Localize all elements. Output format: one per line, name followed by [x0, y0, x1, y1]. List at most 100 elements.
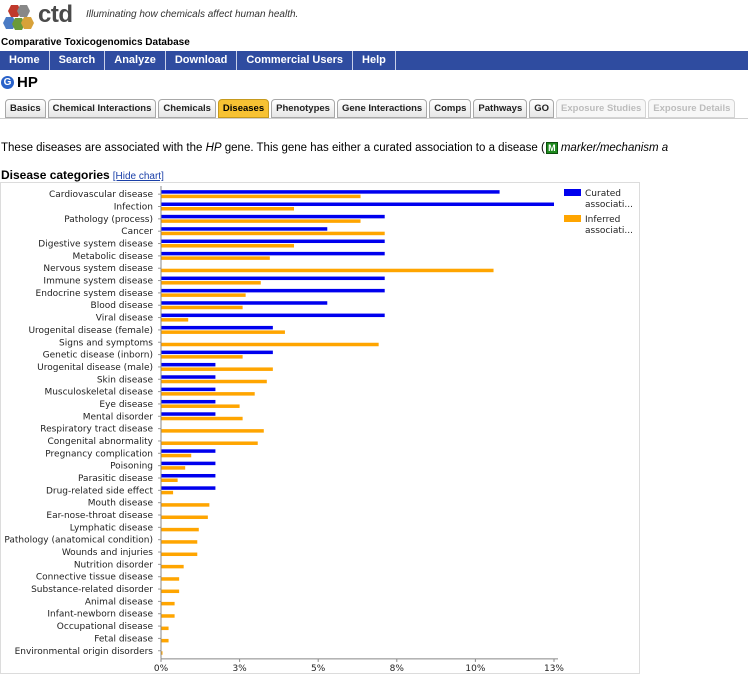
- bar-curated: [161, 387, 216, 392]
- category-label: Occupational disease: [57, 622, 154, 632]
- category-label: Lymphatic disease: [70, 523, 154, 533]
- category-label: Pregnancy complication: [45, 449, 153, 459]
- bar-curated: [161, 313, 385, 318]
- gene-icon: G: [1, 75, 14, 89]
- bar-inferred: [161, 577, 180, 581]
- hide-chart-link[interactable]: [Hide chart]: [112, 171, 164, 182]
- category-label: Genetic disease (inborn): [43, 351, 153, 361]
- tab-exposure-studies: Exposure Studies: [556, 99, 647, 118]
- bar-inferred: [161, 268, 494, 273]
- category-label: Metabolic disease: [72, 252, 153, 262]
- bar-inferred: [161, 379, 267, 384]
- category-label: Connective tissue disease: [36, 573, 154, 583]
- disease-categories-heading: Disease categories: [1, 168, 110, 182]
- category-label: Substance-related disorder: [31, 585, 153, 595]
- nav-home[interactable]: Home: [0, 51, 50, 70]
- category-label: Nutrition disorder: [74, 560, 153, 570]
- nav-commercial-users[interactable]: Commercial Users: [237, 51, 354, 70]
- bar-inferred: [161, 367, 273, 371]
- bar-inferred: [161, 244, 295, 248]
- tab-basics[interactable]: Basics: [5, 99, 46, 118]
- bar-inferred: [161, 589, 180, 594]
- nav-download[interactable]: Download: [166, 51, 238, 70]
- bar-inferred: [161, 355, 243, 359]
- bar-inferred: [161, 231, 385, 236]
- bar-curated: [161, 461, 216, 466]
- tab-pathways[interactable]: Pathways: [473, 99, 528, 118]
- bar-inferred: [161, 342, 379, 347]
- tab-chemicals[interactable]: Chemicals: [158, 99, 216, 118]
- category-label: Drug-related side effect: [46, 486, 154, 496]
- chart-frame: [0, 182, 640, 674]
- legend-swatch: [564, 189, 581, 196]
- bar-inferred: [161, 466, 186, 470]
- tab-comps[interactable]: Comps: [429, 99, 472, 118]
- logo-text[interactable]: ctd: [38, 1, 73, 28]
- category-label: Wounds and injuries: [62, 548, 153, 558]
- nav-analyze[interactable]: Analyze: [105, 51, 166, 70]
- tab-exposure-details: Exposure Details: [648, 99, 736, 118]
- bar-curated: [161, 350, 273, 355]
- intro-before: These diseases are associated with the: [1, 142, 203, 154]
- legend-label: Inferred: [585, 215, 620, 225]
- bar-curated: [161, 301, 328, 305]
- legend-label: associati...: [585, 200, 633, 210]
- bar-curated: [161, 276, 385, 281]
- bar-curated: [161, 214, 385, 219]
- bar-inferred: [161, 503, 210, 507]
- bar-curated: [161, 375, 216, 379]
- bar-curated: [161, 412, 216, 416]
- category-label: Blood disease: [91, 301, 154, 311]
- bar-curated: [161, 449, 216, 453]
- bar-inferred: [161, 429, 264, 433]
- bar-curated: [161, 399, 216, 404]
- category-label: Nervous system disease: [43, 264, 153, 274]
- x-tick-label: 3%: [232, 664, 247, 674]
- bar-curated: [161, 362, 216, 367]
- bar-inferred: [161, 490, 174, 495]
- category-label: Skin disease: [97, 375, 154, 385]
- category-label: Digestive system disease: [38, 240, 153, 250]
- category-label: Immune system disease: [43, 277, 153, 287]
- bar-curated: [161, 227, 328, 231]
- bar-inferred: [161, 614, 175, 618]
- bar-inferred: [161, 194, 361, 199]
- page-title: G HP: [1, 73, 38, 91]
- intro-after: gene. This gene has either a curated ass…: [224, 142, 545, 154]
- tagline: Illuminating how chemicals affect human …: [86, 9, 299, 20]
- bar-curated: [161, 202, 554, 207]
- bar-inferred: [161, 441, 258, 445]
- tab-gene-interactions[interactable]: Gene Interactions: [336, 99, 428, 118]
- tab-phenotypes[interactable]: Phenotypes: [271, 99, 335, 118]
- category-label: Pathology (process): [64, 215, 153, 225]
- tab-bar: Basics Chemical Interactions Chemicals D…: [5, 99, 737, 118]
- site-header: ctd Illuminating how chemicals affect hu…: [0, 0, 748, 36]
- category-label: Fetal disease: [94, 634, 153, 644]
- category-label: Viral disease: [96, 314, 154, 324]
- x-tick-label: 8%: [390, 664, 405, 674]
- bar-inferred: [161, 207, 295, 211]
- category-label: Urogenital disease (male): [37, 363, 153, 373]
- bar-inferred: [161, 416, 243, 421]
- ctd-logo-icon[interactable]: [2, 3, 36, 33]
- nav-help[interactable]: Help: [353, 51, 396, 70]
- x-tick-label: 13%: [544, 664, 564, 674]
- bar-inferred: [161, 540, 198, 544]
- bar-inferred: [161, 330, 285, 334]
- bar-inferred: [161, 564, 184, 569]
- nav-search[interactable]: Search: [50, 51, 106, 70]
- bar-inferred: [161, 256, 270, 260]
- tab-diseases[interactable]: Diseases: [217, 99, 270, 118]
- x-tick-label: 5%: [311, 664, 326, 674]
- bar-curated: [161, 486, 216, 490]
- tab-chemical-interactions[interactable]: Chemical Interactions: [47, 99, 157, 118]
- category-label: Infection: [114, 203, 153, 213]
- tab-go[interactable]: GO: [529, 99, 555, 118]
- bar-inferred: [161, 219, 361, 223]
- bar-inferred: [161, 478, 178, 482]
- disease-categories-chart: Cardiovascular disease Infection Pathology…: [0, 182, 640, 674]
- category-label: Poisoning: [110, 462, 153, 472]
- category-label: Endocrine system disease: [36, 289, 154, 299]
- bar-inferred: [161, 601, 175, 606]
- category-label: Cancer: [121, 227, 153, 237]
